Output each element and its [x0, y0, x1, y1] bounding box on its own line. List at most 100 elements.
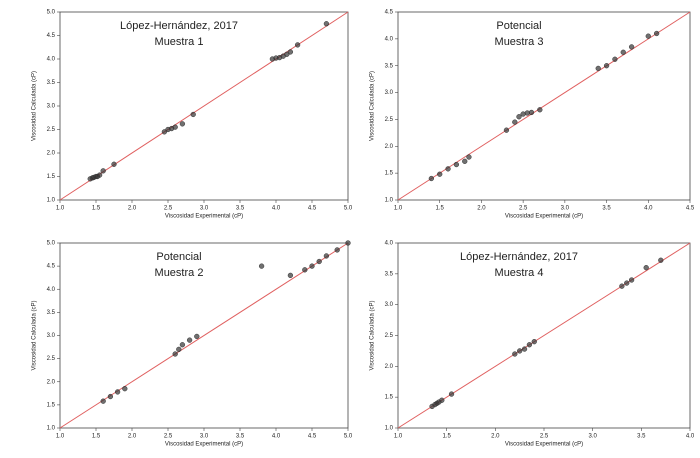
- data-point: [517, 348, 523, 354]
- data-point: [512, 119, 518, 125]
- y-tick-label: 2.0: [47, 379, 56, 385]
- x-tick-label: 3.0: [200, 434, 209, 440]
- x-tick-label: 3.5: [236, 206, 245, 212]
- x-tick-label: 2.0: [477, 206, 486, 212]
- parity-line: [397, 242, 691, 429]
- data-point: [294, 42, 301, 48]
- data-point: [316, 258, 322, 265]
- data-point: [186, 337, 193, 343]
- data-point: [658, 257, 664, 263]
- data-point: [258, 263, 265, 269]
- chart-subtitle: Muestra 2: [155, 267, 204, 279]
- x-tick-label: 4.0: [686, 434, 695, 440]
- y-axis-label: Viscosidad Calculada (cP): [32, 301, 38, 371]
- y-tick-label: 2.0: [385, 364, 394, 370]
- x-tick-label: 4.0: [272, 434, 281, 440]
- x-tick-label: 1.0: [394, 206, 403, 212]
- data-point: [111, 161, 117, 167]
- x-tick-label: 1.0: [56, 206, 65, 212]
- data-point: [302, 267, 308, 273]
- x-tick-label: 5.0: [344, 434, 353, 440]
- y-tick-label: 2.5: [47, 356, 56, 362]
- data-point: [179, 121, 186, 127]
- y-tick-label: 4.5: [385, 10, 394, 16]
- x-tick-label: 1.0: [394, 434, 403, 440]
- data-point: [521, 346, 528, 352]
- data-point: [445, 166, 451, 172]
- chart-title: Potencial: [156, 251, 201, 263]
- parity-line: [59, 11, 349, 201]
- y-tick-label: 5.0: [47, 10, 56, 16]
- x-tick-label: 2.0: [128, 206, 137, 212]
- data-point: [100, 398, 106, 404]
- chart-subtitle: Muestra 1: [155, 36, 204, 48]
- data-point: [96, 172, 103, 178]
- y-tick-label: 4.0: [47, 57, 56, 63]
- data-point: [287, 49, 294, 55]
- x-axis-label: Viscosidad Experimental (cP): [505, 214, 583, 220]
- data-point: [190, 111, 196, 118]
- data-point: [619, 283, 625, 289]
- data-point: [428, 175, 435, 182]
- y-tick-label: 3.5: [47, 80, 56, 86]
- x-tick-label: 3.0: [561, 206, 570, 212]
- x-tick-label: 1.5: [436, 206, 445, 212]
- x-tick-label: 4.5: [308, 434, 317, 440]
- chart-title: López-Hernández, 2017: [120, 20, 238, 32]
- data-point: [453, 161, 460, 168]
- y-tick-label: 3.0: [385, 302, 394, 308]
- y-tick-label: 1.5: [47, 174, 56, 180]
- data-point: [323, 253, 330, 259]
- chart-subtitle: Muestra 4: [495, 267, 544, 279]
- data-point: [309, 263, 315, 269]
- y-tick-label: 3.5: [385, 271, 394, 277]
- data-point: [462, 158, 468, 164]
- data-point: [503, 127, 510, 133]
- x-tick-label: 3.5: [602, 206, 611, 212]
- x-tick-label: 2.0: [128, 434, 137, 440]
- y-tick-label: 2.0: [47, 151, 56, 157]
- y-tick-label: 3.5: [47, 310, 56, 316]
- y-tick-label: 1.0: [47, 426, 56, 432]
- x-tick-label: 2.5: [540, 434, 549, 440]
- data-point: [107, 393, 114, 400]
- data-point: [624, 280, 630, 286]
- x-tick-label: 3.0: [200, 206, 209, 212]
- data-point: [176, 346, 182, 353]
- x-tick-label: 4.5: [686, 206, 695, 212]
- data-point: [643, 265, 649, 271]
- y-tick-label: 4.0: [47, 287, 56, 293]
- x-tick-label: 1.0: [56, 434, 65, 440]
- data-point: [179, 342, 186, 348]
- chart-title: López-Hernández, 2017: [460, 251, 578, 263]
- data-point: [448, 391, 455, 397]
- y-tick-label: 5.0: [47, 241, 56, 247]
- y-tick-label: 1.5: [385, 395, 394, 401]
- y-tick-label: 4.0: [385, 241, 394, 247]
- chart-title: Potencial: [496, 20, 541, 32]
- y-tick-label: 2.5: [385, 333, 394, 339]
- y-tick-label: 4.0: [385, 36, 394, 42]
- data-point: [114, 389, 121, 395]
- data-point: [122, 386, 128, 392]
- x-tick-label: 3.0: [588, 434, 597, 440]
- y-axis-label: Viscosidad Calculada (cP): [370, 71, 376, 141]
- data-point: [537, 107, 543, 113]
- y-tick-label: 3.0: [47, 333, 56, 339]
- data-point: [334, 247, 340, 253]
- y-tick-label: 1.5: [47, 402, 56, 408]
- x-tick-label: 4.0: [272, 206, 281, 212]
- y-tick-label: 3.0: [47, 104, 56, 110]
- data-point: [603, 63, 610, 69]
- x-tick-label: 5.0: [344, 206, 353, 212]
- y-tick-label: 1.0: [47, 198, 56, 204]
- y-tick-label: 2.5: [385, 117, 394, 123]
- y-tick-label: 3.0: [385, 90, 394, 96]
- x-tick-label: 2.0: [491, 434, 500, 440]
- x-tick-label: 2.5: [164, 434, 173, 440]
- data-point: [526, 342, 533, 348]
- data-point: [628, 277, 635, 283]
- x-axis-label: Viscosidad Experimental (cP): [165, 442, 243, 448]
